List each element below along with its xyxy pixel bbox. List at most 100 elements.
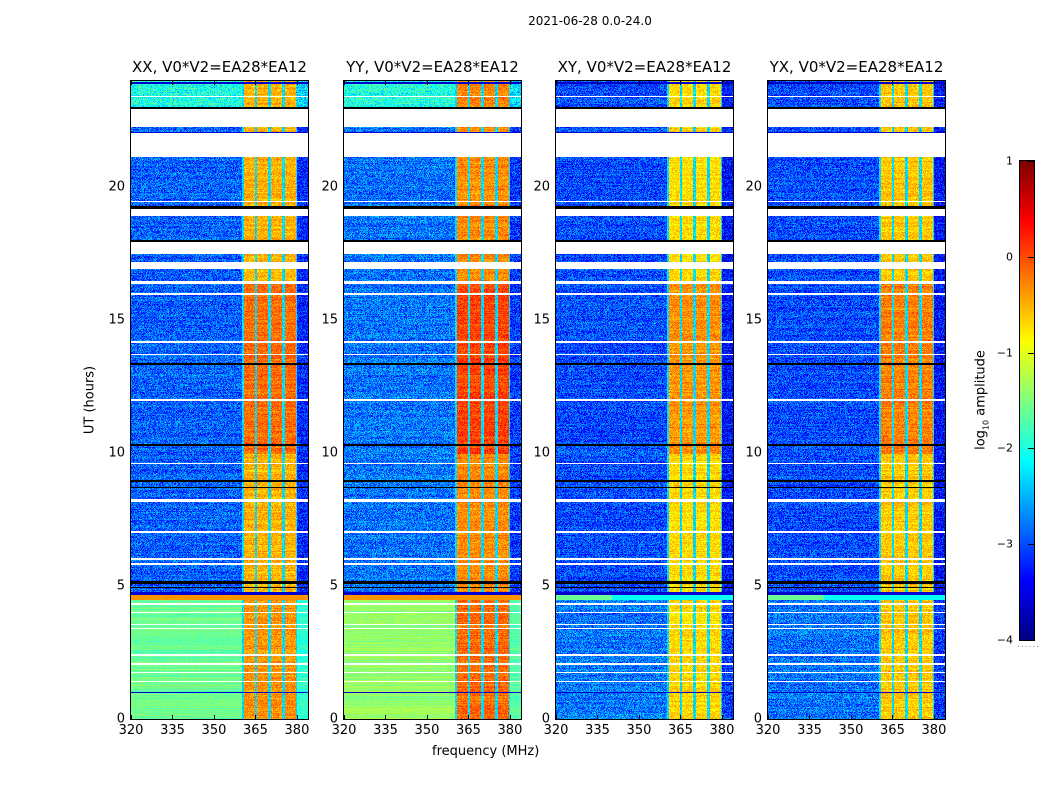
waterfall-panel-xy bbox=[555, 80, 734, 720]
colorbar-label-main: log bbox=[973, 430, 989, 450]
x-tick-label: 350 bbox=[838, 723, 864, 738]
x-tick-mark bbox=[344, 81, 345, 85]
figure-title: 2021-06-28 0.0-24.0 bbox=[528, 14, 652, 28]
x-tick-mark bbox=[556, 715, 557, 719]
x-tick-label: 380 bbox=[284, 723, 310, 738]
y-tick-label: 10 bbox=[745, 445, 762, 461]
x-tick-mark bbox=[213, 81, 215, 85]
x-tick-mark bbox=[768, 81, 769, 85]
y-tick-label: 0 bbox=[541, 711, 550, 727]
colorbar-label: log10 amplitude bbox=[974, 350, 991, 450]
colorbar-label-rest: amplitude bbox=[973, 350, 989, 420]
x-tick-label: 380 bbox=[921, 723, 947, 738]
colorbar-tick-label: −4 bbox=[996, 633, 1013, 647]
x-tick-mark bbox=[556, 81, 557, 85]
y-tick-label: 5 bbox=[541, 578, 550, 594]
x-tick-mark bbox=[468, 81, 470, 85]
colorbar-tick-mark bbox=[1028, 640, 1034, 641]
x-tick-label: 365 bbox=[456, 723, 481, 738]
x-tick-mark bbox=[344, 715, 345, 719]
y-tick-label: 20 bbox=[533, 179, 550, 195]
x-tick-label: 335 bbox=[797, 723, 822, 738]
x-tick-mark bbox=[638, 81, 640, 85]
panel-title-xy: XY, V0*V2=EA28*EA12 bbox=[557, 58, 732, 76]
panel-title-yx: YX, V0*V2=EA28*EA12 bbox=[769, 58, 944, 76]
x-tick-mark bbox=[172, 81, 174, 85]
x-tick-mark bbox=[933, 715, 935, 719]
colorbar-tick-mark bbox=[1028, 544, 1034, 546]
x-tick-mark bbox=[721, 715, 723, 719]
x-tick-mark bbox=[509, 715, 511, 719]
y-tick-label: 20 bbox=[108, 179, 125, 195]
y-tick-label: 10 bbox=[108, 445, 125, 461]
x-tick-label: 320 bbox=[331, 723, 357, 738]
x-tick-mark bbox=[131, 81, 132, 85]
x-tick-label: 320 bbox=[543, 723, 569, 738]
x-tick-mark bbox=[768, 715, 769, 719]
colorbar-tick-mark bbox=[1028, 161, 1034, 162]
panel-title-xx: XX, V0*V2=EA28*EA12 bbox=[132, 58, 307, 76]
x-tick-label: 350 bbox=[626, 723, 652, 738]
y-tick-label: 10 bbox=[533, 445, 550, 461]
x-tick-mark bbox=[255, 81, 257, 85]
waterfall-panel-yx bbox=[767, 80, 946, 720]
y-tick-label: 5 bbox=[753, 578, 762, 594]
x-tick-mark bbox=[892, 715, 894, 719]
colorbar-extend-marker: ...... bbox=[1017, 640, 1041, 650]
x-tick-mark bbox=[680, 715, 682, 719]
x-tick-label: 335 bbox=[585, 723, 610, 738]
colorbar bbox=[1019, 160, 1035, 641]
y-axis-label: UT (hours) bbox=[82, 365, 98, 435]
x-tick-mark bbox=[385, 81, 387, 85]
y-tick-label: 15 bbox=[108, 312, 125, 328]
x-tick-mark bbox=[680, 81, 682, 85]
y-tick-label: 0 bbox=[753, 711, 762, 727]
waterfall-panel-yy bbox=[343, 80, 522, 720]
x-tick-label: 320 bbox=[118, 723, 144, 738]
x-tick-mark bbox=[296, 715, 298, 719]
x-tick-mark bbox=[597, 81, 599, 85]
x-tick-mark bbox=[296, 81, 298, 85]
y-tick-label: 20 bbox=[745, 179, 762, 195]
y-tick-label: 15 bbox=[321, 312, 338, 328]
x-tick-mark bbox=[809, 81, 811, 85]
x-tick-mark bbox=[933, 81, 935, 85]
x-tick-mark bbox=[850, 715, 852, 719]
x-tick-label: 365 bbox=[880, 723, 905, 738]
x-tick-mark bbox=[255, 715, 257, 719]
x-tick-mark bbox=[509, 81, 511, 85]
x-tick-label: 365 bbox=[243, 723, 268, 738]
x-tick-mark bbox=[426, 81, 428, 85]
x-tick-mark bbox=[426, 715, 428, 719]
x-tick-mark bbox=[809, 715, 811, 719]
x-tick-mark bbox=[597, 715, 599, 719]
colorbar-tick-label: −2 bbox=[996, 441, 1013, 455]
y-tick-label: 0 bbox=[116, 711, 125, 727]
y-tick-label: 5 bbox=[329, 578, 338, 594]
x-tick-mark bbox=[638, 715, 640, 719]
colorbar-tick-label: 0 bbox=[1006, 250, 1013, 264]
x-tick-mark bbox=[131, 715, 132, 719]
y-tick-label: 5 bbox=[116, 578, 125, 594]
x-tick-mark bbox=[468, 715, 470, 719]
x-tick-label: 365 bbox=[668, 723, 693, 738]
x-tick-label: 335 bbox=[160, 723, 185, 738]
x-tick-mark bbox=[172, 715, 174, 719]
x-tick-label: 350 bbox=[414, 723, 440, 738]
y-tick-label: 15 bbox=[533, 312, 550, 328]
colorbar-tick-mark bbox=[1028, 448, 1034, 450]
x-axis-label: frequency (MHz) bbox=[432, 744, 540, 759]
x-tick-label: 380 bbox=[497, 723, 523, 738]
y-tick-label: 0 bbox=[329, 711, 338, 727]
x-tick-mark bbox=[213, 715, 215, 719]
x-tick-label: 350 bbox=[201, 723, 227, 738]
x-tick-mark bbox=[892, 81, 894, 85]
colorbar-tick-mark bbox=[1028, 352, 1034, 354]
y-tick-label: 20 bbox=[321, 179, 338, 195]
colorbar-tick-mark bbox=[1028, 256, 1034, 258]
y-tick-label: 15 bbox=[745, 312, 762, 328]
x-tick-label: 335 bbox=[373, 723, 398, 738]
colorbar-tick-label: 1 bbox=[1006, 154, 1013, 168]
waterfall-panel-xx bbox=[130, 80, 309, 720]
colorbar-tick-label: −3 bbox=[996, 537, 1013, 551]
